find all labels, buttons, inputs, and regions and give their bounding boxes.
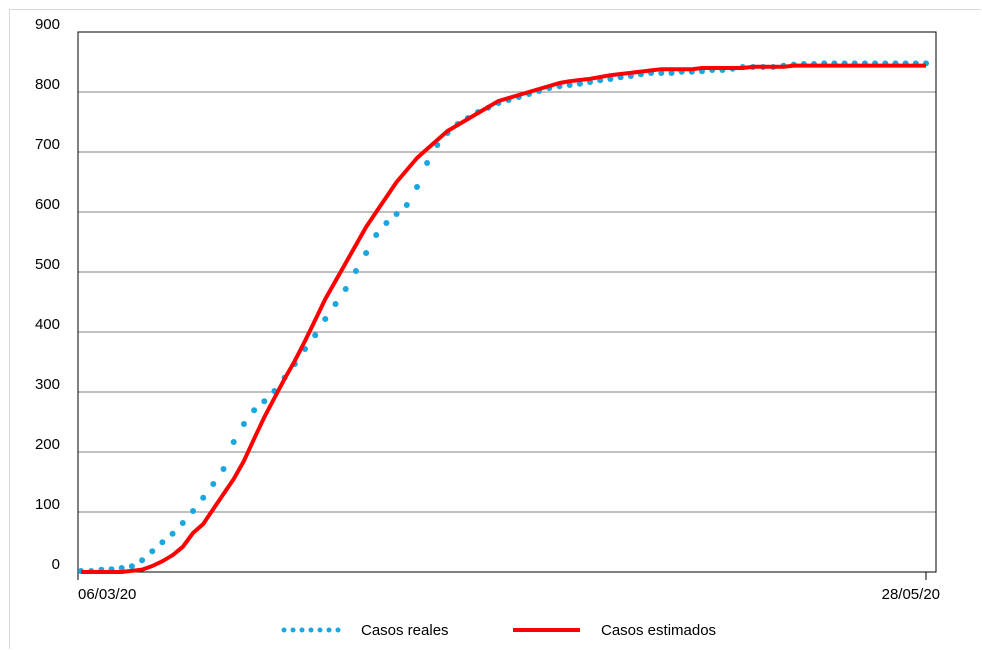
data-point-casos-reales <box>149 548 156 555</box>
data-point-casos-reales <box>576 80 583 87</box>
data-point-casos-reales <box>607 76 614 82</box>
data-point-casos-reales <box>566 82 573 88</box>
grid-lines <box>78 91 936 513</box>
data-point-casos-reales <box>230 439 237 445</box>
data-point-casos-reales <box>414 184 420 190</box>
data-point-casos-reales <box>403 202 410 208</box>
data-point-casos-reales <box>373 232 380 238</box>
data-point-casos-reales <box>240 421 247 427</box>
y-tick-label: 900 <box>35 16 60 33</box>
x-axis-ticks: 06/03/20 28/05/20 <box>77 572 940 603</box>
data-point-casos-reales <box>251 407 258 414</box>
data-point-casos-reales <box>424 160 431 166</box>
y-tick-label: 300 <box>35 376 60 393</box>
data-point-casos-reales <box>668 70 675 76</box>
data-point-casos-reales <box>261 398 268 405</box>
y-axis-ticks: 0 100 200 300 400 500 600 700 800 900 <box>35 16 60 573</box>
data-point-casos-reales <box>658 70 665 76</box>
series-line-casos-estimados <box>81 63 926 574</box>
chart-frame <box>9 9 981 649</box>
series-casos-reales <box>78 60 929 574</box>
data-point-casos-reales <box>383 220 390 226</box>
data-point-casos-reales <box>342 286 349 292</box>
data-point-casos-reales <box>200 494 207 501</box>
data-point-casos-reales <box>210 481 217 487</box>
legend-label-casos-reales: Casos reales <box>361 622 449 639</box>
data-point-casos-reales <box>190 508 196 514</box>
y-tick-label: 800 <box>35 76 60 93</box>
data-point-casos-reales <box>118 565 125 571</box>
x-tick-label-end: 28/05/20 <box>882 586 940 603</box>
data-point-casos-reales <box>393 211 400 217</box>
y-tick-label: 0 <box>52 556 60 573</box>
data-point-casos-reales <box>159 539 166 546</box>
legend: Casos reales Casos estimados <box>281 622 716 639</box>
series-layer <box>78 60 929 574</box>
data-point-casos-reales <box>363 250 370 256</box>
plot-area <box>77 31 937 573</box>
data-point-casos-reales <box>220 466 227 472</box>
data-point-casos-reales <box>352 268 359 274</box>
data-point-casos-reales <box>322 316 329 322</box>
data-point-casos-reales <box>139 557 146 564</box>
y-tick-label: 700 <box>35 136 60 153</box>
legend-label-casos-estimados: Casos estimados <box>601 622 716 639</box>
data-point-casos-reales <box>179 520 186 526</box>
x-tick-label-start: 06/03/20 <box>78 586 136 603</box>
y-tick-label: 400 <box>35 316 60 333</box>
y-tick-label: 100 <box>35 496 60 513</box>
data-point-casos-reales <box>312 332 319 339</box>
data-point-casos-reales <box>332 301 339 307</box>
data-point-casos-reales <box>128 563 135 570</box>
y-tick-label: 500 <box>35 256 60 273</box>
y-tick-label: 600 <box>35 196 60 213</box>
y-tick-label: 200 <box>35 436 60 453</box>
data-point-casos-reales <box>169 530 176 537</box>
